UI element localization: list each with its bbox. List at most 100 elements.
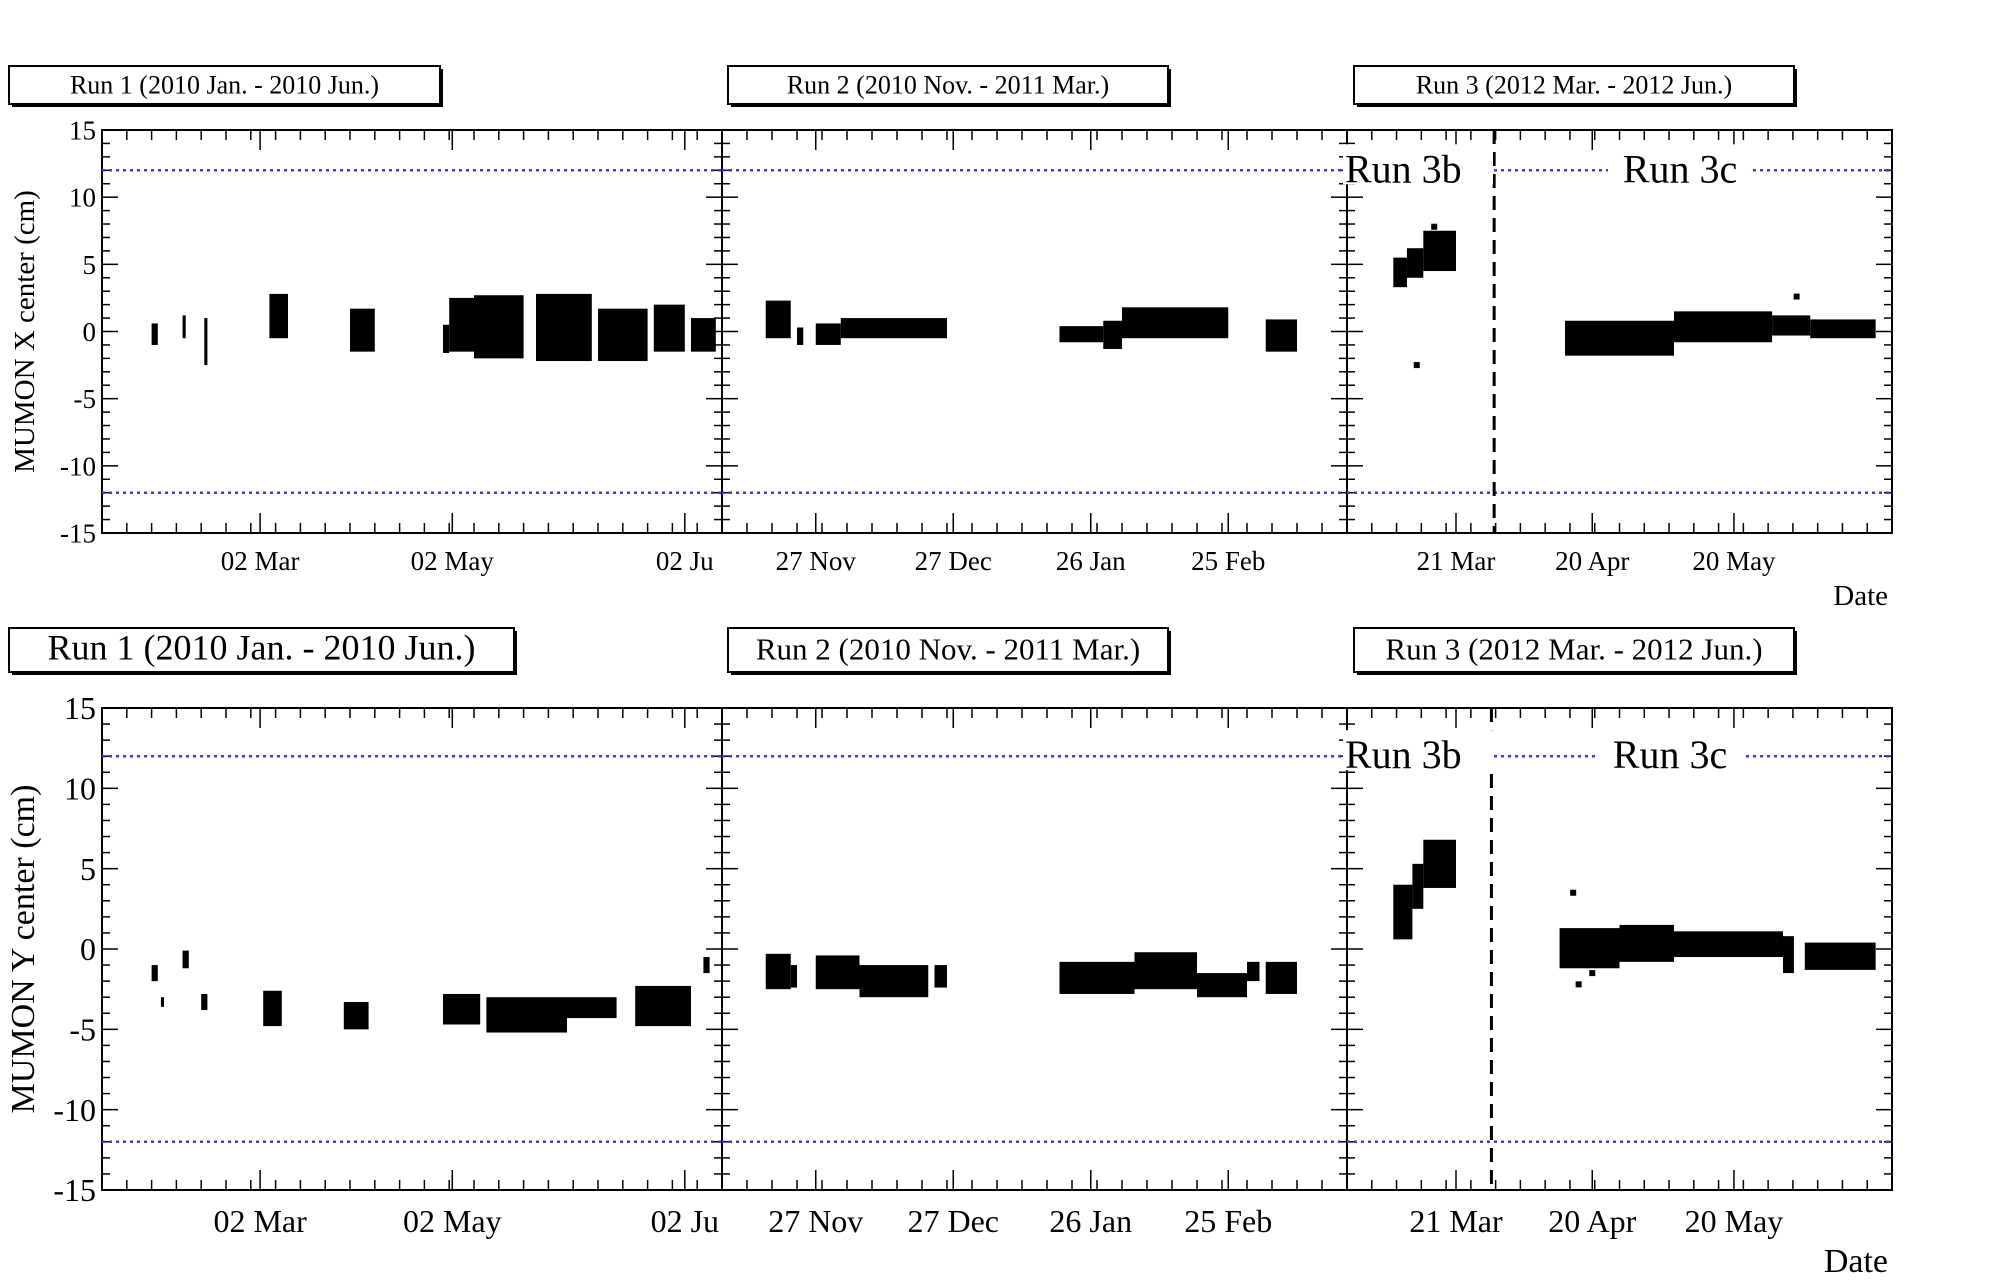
data-cluster xyxy=(1103,320,1122,349)
x-tick-label: 25 Feb xyxy=(1184,1203,1272,1239)
x-tick-label: 27 Nov xyxy=(768,1203,863,1239)
data-cluster xyxy=(1247,961,1260,982)
panel-run-3: Run 3 (2012 Mar. - 2012 Jun.) 21 Mar 20 Ap… xyxy=(1343,65,1893,576)
x-tick-label: 21 Mar xyxy=(1417,546,1496,576)
data-point xyxy=(1570,889,1577,896)
data-cluster xyxy=(343,1002,369,1030)
x-tick-label: 02 Ju xyxy=(656,546,714,576)
data-cluster xyxy=(204,318,208,366)
panel-label-box xyxy=(727,65,1169,105)
y-tick-label: 0 xyxy=(83,317,97,347)
y-tick-label: 15 xyxy=(69,115,96,145)
panel-frame xyxy=(101,707,723,1191)
panel-label: Run 2 (2010 Nov. - 2011 Mar.) xyxy=(756,632,1140,667)
data-cluster xyxy=(1674,931,1783,958)
x-tick-label: 20 Apr xyxy=(1555,546,1629,576)
region-label-bg xyxy=(1608,144,1753,185)
data-cluster xyxy=(1423,839,1456,888)
x-tick-label: 02 Mar xyxy=(213,1203,307,1239)
panel-run-2: Run 2 (2010 Nov. - 2011 Mar.) 27 Nov 27 De… xyxy=(721,627,1348,1239)
data-cluster xyxy=(182,950,189,969)
panel-label-box xyxy=(727,627,1169,673)
data-cluster xyxy=(1059,961,1135,994)
data-cluster xyxy=(1197,973,1247,998)
data-cluster xyxy=(1783,936,1794,974)
data-cluster xyxy=(1412,863,1424,909)
y-tick-label: -5 xyxy=(69,1012,96,1048)
panel-label: Run 1 (2010 Jan. - 2010 Jun.) xyxy=(48,628,476,668)
data-cluster xyxy=(474,295,524,359)
data-cluster xyxy=(1423,230,1456,272)
data-cluster xyxy=(1406,248,1424,278)
data-cluster xyxy=(790,965,797,988)
region-label-run-3b: Run 3b xyxy=(1345,146,1462,191)
x-tick-label: 26 Jan xyxy=(1056,546,1126,576)
data-cluster xyxy=(765,300,791,339)
data-cluster xyxy=(815,323,841,345)
data-point xyxy=(1431,223,1438,230)
panel-label-box xyxy=(1353,627,1795,673)
data-cluster xyxy=(182,315,186,339)
data-cluster xyxy=(1559,928,1620,969)
panel-label-box xyxy=(1353,65,1795,105)
x-tick-label: 21 Mar xyxy=(1409,1203,1503,1239)
data-cluster xyxy=(1804,942,1876,970)
data-cluster xyxy=(567,997,617,1019)
panel-run-1: Run 1 (2010 Jan. - 2010 Jun.) 02 Mar 02 Ma… xyxy=(8,627,723,1239)
data-cluster xyxy=(1393,257,1407,288)
data-cluster xyxy=(1810,319,1876,339)
x-tick-label: 02 May xyxy=(403,1203,502,1239)
y-tick-label: 5 xyxy=(80,851,96,887)
x-axis-title: Date xyxy=(1833,580,1888,612)
panel-frame xyxy=(721,707,1348,1191)
panel-label-box xyxy=(8,627,515,673)
data-cluster xyxy=(840,318,947,339)
x-tick-label: 20 May xyxy=(1692,546,1776,576)
data-cluster xyxy=(1393,884,1413,940)
y-tick-label: -10 xyxy=(60,451,96,481)
data-cluster xyxy=(703,957,710,974)
data-cluster xyxy=(1265,961,1297,994)
x-tick-label: 25 Feb xyxy=(1191,546,1265,576)
panel-label: Run 3 (2012 Mar. - 2012 Jun.) xyxy=(1416,70,1732,99)
y-axis-title: MUMON X center (cm) xyxy=(9,190,41,473)
y-tick-label: -5 xyxy=(74,384,97,414)
data-cluster xyxy=(653,304,685,352)
data-cluster xyxy=(350,308,375,352)
x-tick-label: 20 May xyxy=(1685,1203,1784,1239)
x-tick-label: 27 Nov xyxy=(776,546,857,576)
data-cluster xyxy=(443,324,450,353)
data-cluster xyxy=(160,997,164,1007)
data-cluster xyxy=(1674,311,1773,343)
data-cluster xyxy=(934,965,947,988)
panel-run-1: Run 1 (2010 Jan. - 2010 Jun.) 02 Mar 02 Ma… xyxy=(8,65,723,576)
data-cluster xyxy=(1619,924,1674,962)
data-cluster xyxy=(151,323,158,345)
y-tick-label: -15 xyxy=(60,518,96,548)
y-tick-label: 5 xyxy=(83,250,97,280)
data-cluster xyxy=(263,990,282,1027)
region-label-bg xyxy=(1343,144,1493,185)
x-tick-label: 02 Mar xyxy=(221,546,300,576)
panel-label: Run 2 (2010 Nov. - 2011 Mar.) xyxy=(787,70,1109,99)
data-cluster xyxy=(1565,320,1674,356)
data-cluster xyxy=(1122,307,1229,339)
region-label-run-3c: Run 3c xyxy=(1613,732,1727,777)
panel-run-2: Run 2 (2010 Nov. - 2011 Mar.) 27 Nov 27 De… xyxy=(721,65,1348,576)
data-cluster xyxy=(691,318,716,352)
x-tick-label: 02 Ju xyxy=(651,1203,719,1239)
data-cluster xyxy=(815,955,860,990)
region-label-run-3b: Run 3b xyxy=(1345,732,1462,777)
data-point xyxy=(1575,981,1582,988)
data-cluster xyxy=(449,297,474,352)
data-cluster xyxy=(635,985,691,1027)
region-label-run-3c: Run 3c xyxy=(1623,146,1737,191)
data-cluster xyxy=(1134,952,1197,990)
data-cluster xyxy=(151,965,158,982)
panel-label: Run 3 (2012 Mar. - 2012 Jun.) xyxy=(1385,632,1762,667)
region-label-bg xyxy=(1598,730,1743,771)
data-cluster xyxy=(443,993,481,1025)
x-tick-label: 27 Dec xyxy=(915,546,992,576)
data-cluster xyxy=(859,965,929,998)
